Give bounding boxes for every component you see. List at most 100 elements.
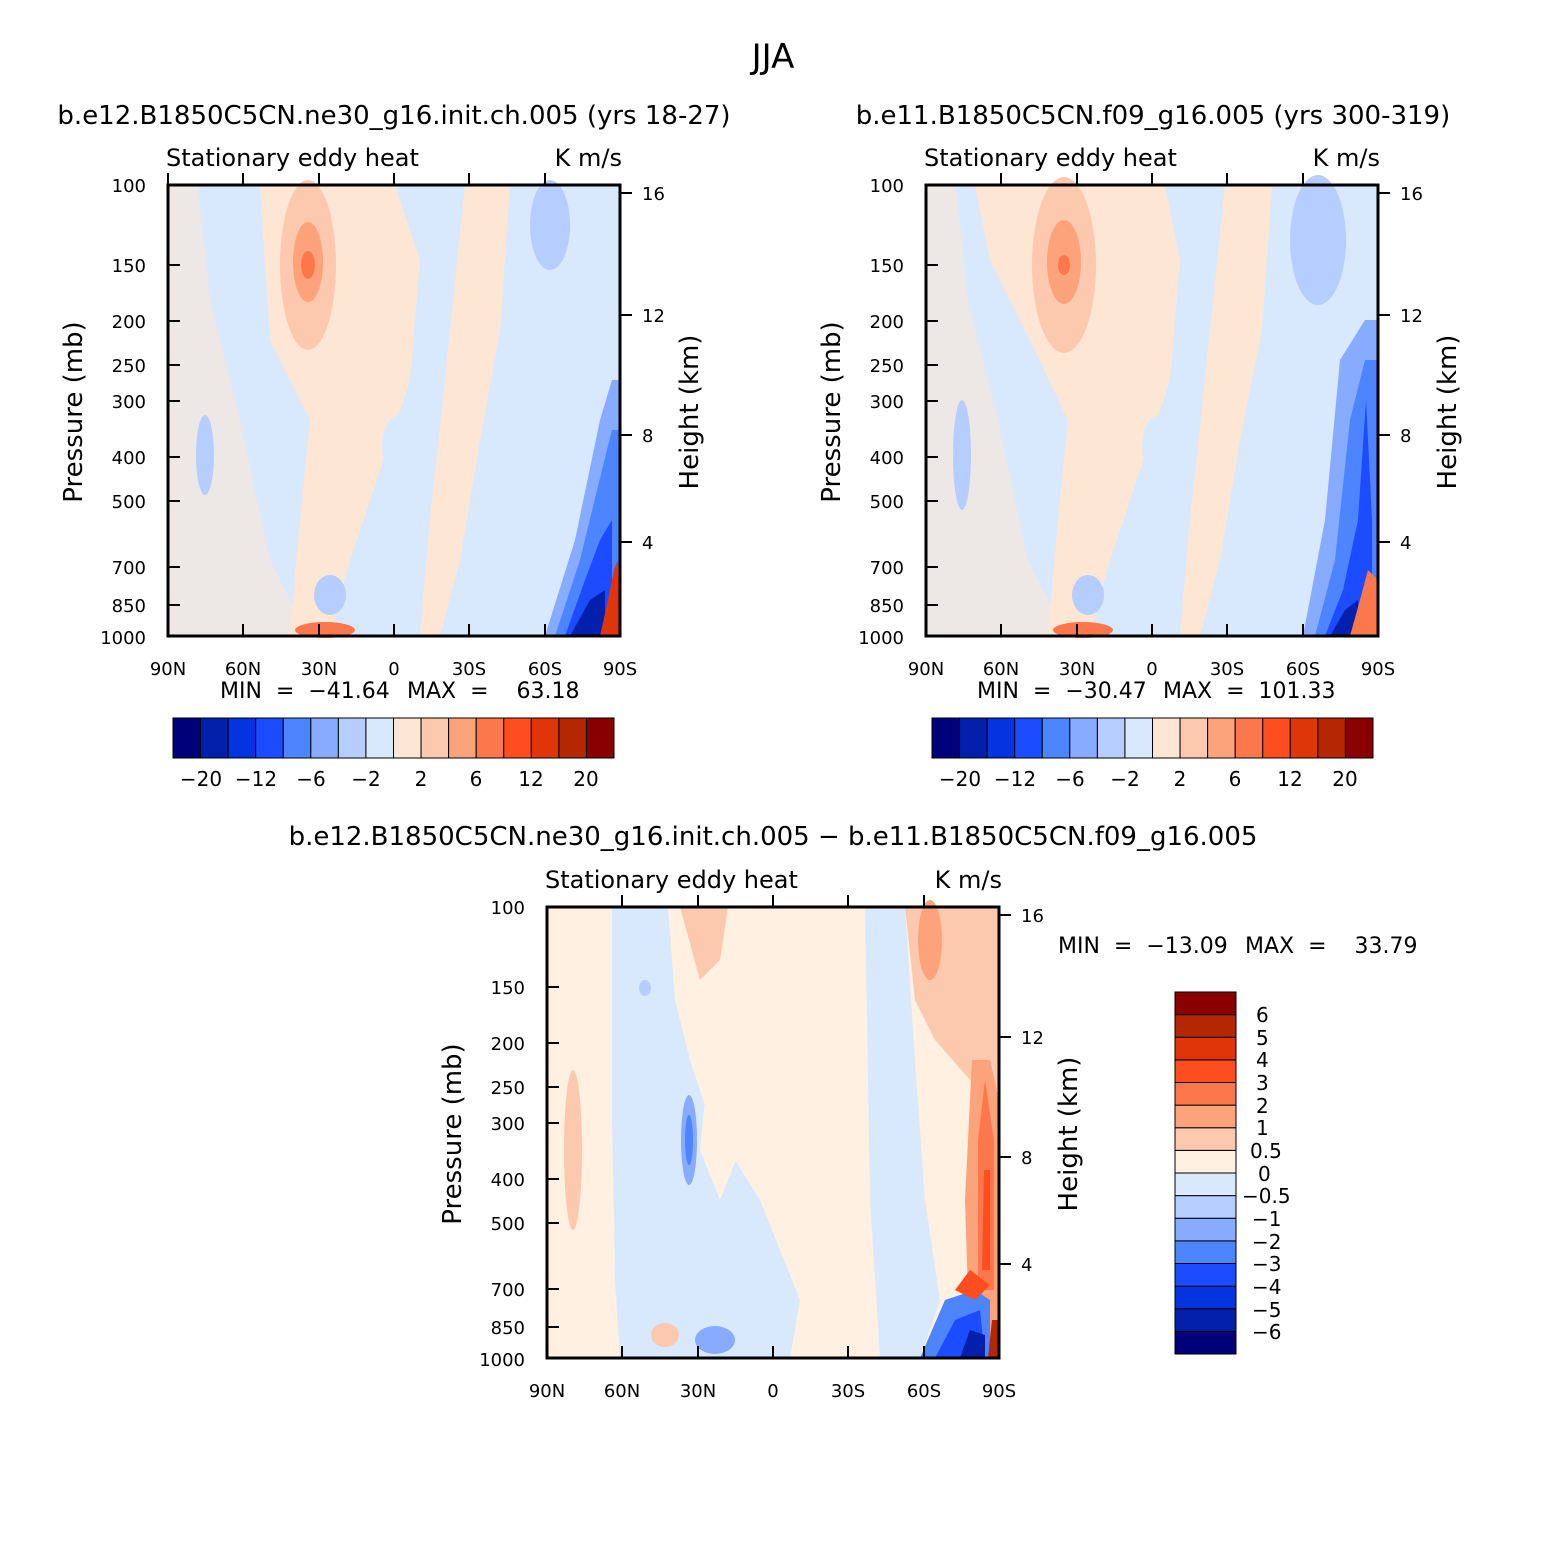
colorbar-label: −2 bbox=[1252, 1230, 1281, 1254]
x-axis: 90N 60N 30N 0 30S 60S 90S bbox=[908, 173, 1395, 680]
y-axis: 100 150 200 250 300 400 500 700 850 1000… bbox=[817, 176, 938, 649]
y-tick-label: 150 bbox=[491, 978, 525, 999]
colorbar-swatch bbox=[1174, 1149, 1237, 1174]
x-tick-label: 0 bbox=[767, 1381, 778, 1402]
colorbar-swatch bbox=[1174, 1104, 1237, 1129]
y2-tick-label: 8 bbox=[1021, 1148, 1032, 1169]
x-tick-label: 30S bbox=[831, 1381, 865, 1402]
colorbar-swatch bbox=[1174, 1036, 1237, 1061]
y-tick-label: 850 bbox=[112, 596, 146, 617]
y-tick-label: 400 bbox=[870, 448, 904, 469]
colorbar-label: 6 bbox=[470, 767, 483, 791]
colorbar-label: −6 bbox=[1252, 1320, 1281, 1344]
colorbar-label: 12 bbox=[1277, 767, 1302, 791]
x-tick-label: 60N bbox=[604, 1381, 640, 1402]
colorbar bbox=[931, 717, 1374, 759]
x-tick-label: 30N bbox=[301, 659, 337, 680]
left-label: Stationary eddy heat bbox=[166, 144, 419, 172]
panel-model-b: b.e11.B1850C5CN.f09_g16.005 (yrs 300-319… bbox=[817, 101, 1463, 791]
colorbar-swatch bbox=[931, 717, 961, 759]
x-axis: 90N 60N 30N 0 30S 60S 90S bbox=[150, 173, 637, 680]
colorbar-swatch bbox=[558, 717, 587, 759]
colorbar-swatch bbox=[1174, 1014, 1237, 1038]
figure-title: JJA bbox=[750, 37, 795, 77]
colorbar-swatch bbox=[1207, 717, 1236, 759]
colorbar-swatch bbox=[1262, 717, 1291, 759]
colorbar-swatch bbox=[1096, 717, 1126, 759]
contour-plot bbox=[926, 175, 1378, 638]
colorbar-swatch bbox=[1124, 717, 1153, 759]
colorbar-swatch bbox=[1174, 1172, 1237, 1197]
y-tick-label: 300 bbox=[491, 1114, 525, 1135]
y2-tick-label: 16 bbox=[642, 184, 665, 205]
colorbar-label: −12 bbox=[994, 767, 1036, 791]
colorbar-swatch bbox=[1174, 1082, 1237, 1106]
colorbar-label: −2 bbox=[351, 767, 380, 791]
y2-tick-label: 16 bbox=[1400, 184, 1423, 205]
colorbar-swatch bbox=[255, 717, 284, 759]
y2-axis-label: Height (km) bbox=[1054, 1057, 1084, 1212]
y-axis: 100 150 200 250 300 400 500 700 850 1000… bbox=[438, 898, 559, 1371]
panel-difference: b.e12.B1850C5CN.ne30_g16.init.ch.005 − b… bbox=[289, 822, 1418, 1402]
colorbar-swatch bbox=[1041, 717, 1071, 759]
colorbar-label: −3 bbox=[1252, 1252, 1281, 1276]
colorbar-swatch bbox=[310, 717, 339, 759]
colorbar-swatch bbox=[530, 717, 560, 759]
min-label: MIN = −13.09 bbox=[1058, 934, 1228, 959]
left-label: Stationary eddy heat bbox=[545, 866, 798, 894]
y-axis-label: Pressure (mb) bbox=[817, 321, 847, 502]
y-tick-label: 1000 bbox=[100, 628, 146, 649]
y2-axis: 16 12 8 4 Height (km) bbox=[620, 184, 705, 554]
y-tick-label: 850 bbox=[491, 1318, 525, 1339]
colorbar-swatch bbox=[282, 717, 312, 759]
colorbar-label: 2 bbox=[1256, 1094, 1269, 1118]
panel-title: b.e12.B1850C5CN.ne30_g16.init.ch.005 − b… bbox=[289, 822, 1258, 852]
y-tick-label: 700 bbox=[491, 1280, 525, 1301]
colorbar bbox=[172, 717, 615, 759]
colorbar-swatch bbox=[365, 717, 394, 759]
units-label: K m/s bbox=[935, 866, 1002, 894]
y2-tick-label: 12 bbox=[1021, 1028, 1044, 1049]
x-tick-label: 30N bbox=[680, 1381, 716, 1402]
y2-axis: 16 12 8 4 Height (km) bbox=[999, 906, 1084, 1276]
colorbar-swatch bbox=[393, 717, 422, 759]
colorbar-swatch bbox=[1344, 717, 1374, 759]
contour-plot bbox=[547, 900, 999, 1358]
colorbar-swatch bbox=[475, 717, 505, 759]
colorbar-swatch bbox=[1174, 1263, 1237, 1287]
x-tick-label: 60S bbox=[907, 1381, 941, 1402]
y-tick-label: 200 bbox=[112, 312, 146, 333]
x-tick-label: 30S bbox=[452, 659, 486, 680]
y2-axis: 16 12 8 4 Height (km) bbox=[1378, 184, 1463, 554]
colorbar-label: −2 bbox=[1110, 767, 1139, 791]
y-tick-label: 150 bbox=[870, 256, 904, 277]
colorbar-swatch bbox=[1174, 1127, 1237, 1151]
colorbar-label: 1 bbox=[1256, 1116, 1269, 1140]
max-label: MAX = 63.18 bbox=[407, 679, 579, 704]
colorbar bbox=[1174, 991, 1237, 1355]
y-axis-label: Pressure (mb) bbox=[438, 1043, 468, 1224]
y-tick-label: 400 bbox=[112, 448, 146, 469]
colorbar-label: −12 bbox=[235, 767, 277, 791]
colorbar-label: −6 bbox=[296, 767, 325, 791]
colorbar-swatch bbox=[1174, 1308, 1237, 1332]
colorbar-label: 12 bbox=[518, 767, 543, 791]
colorbar-label: 20 bbox=[1332, 767, 1357, 791]
x-tick-label: 60S bbox=[1286, 659, 1320, 680]
y-tick-label: 400 bbox=[491, 1170, 525, 1191]
colorbar-label: 6 bbox=[1229, 767, 1242, 791]
colorbar-swatch bbox=[1069, 717, 1098, 759]
colorbar-label: −1 bbox=[1252, 1207, 1281, 1231]
x-tick-label: 60N bbox=[225, 659, 261, 680]
colorbar-swatch bbox=[1317, 717, 1346, 759]
y2-tick-label: 4 bbox=[642, 533, 653, 554]
min-label: MIN = −41.64 bbox=[220, 679, 390, 704]
y2-tick-label: 8 bbox=[1400, 426, 1411, 447]
colorbar-label: 3 bbox=[1256, 1071, 1269, 1095]
y-tick-label: 250 bbox=[491, 1078, 525, 1099]
colorbar-label: 6 bbox=[1256, 1003, 1269, 1027]
colorbar-swatch bbox=[1174, 1240, 1237, 1264]
colorbar-label: −0.5 bbox=[1242, 1184, 1291, 1208]
x-tick-label: 90N bbox=[908, 659, 944, 680]
y2-axis-label: Height (km) bbox=[1433, 335, 1463, 490]
